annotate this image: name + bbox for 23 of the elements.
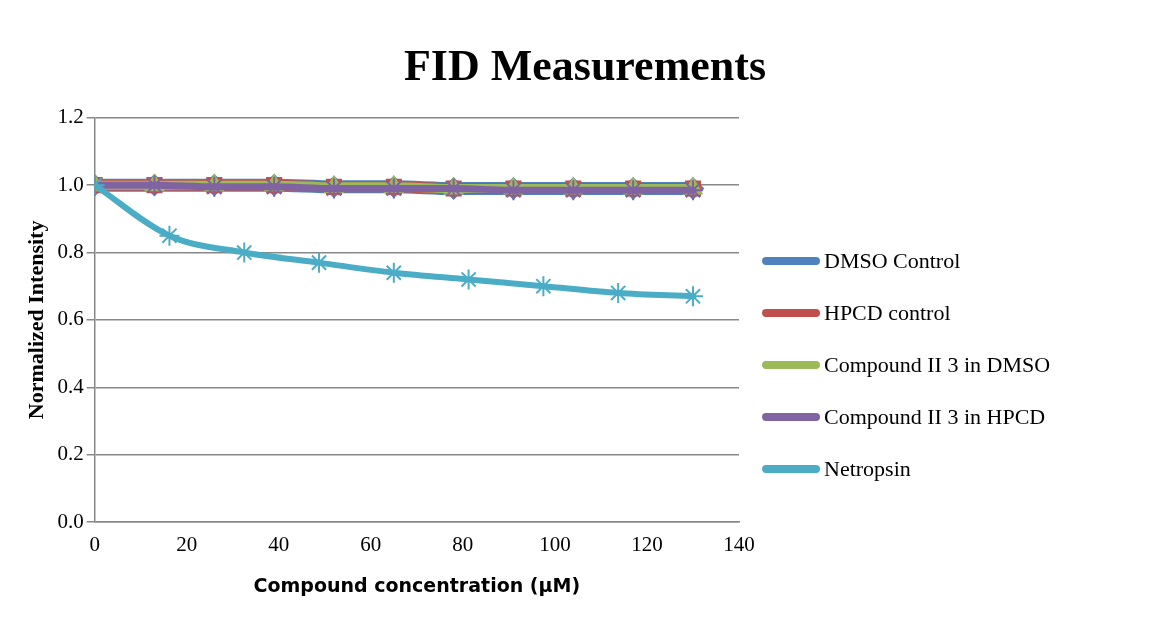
y-tick-label: 0.0 <box>57 508 84 533</box>
x-tick-label: 0 <box>89 532 100 557</box>
x-tick-label: 100 <box>539 532 571 557</box>
y-axis-title: Normalized Intensity <box>22 220 48 420</box>
y-tick-label: 0.2 <box>57 441 84 466</box>
x-axis-title: Compound concentration (μM) <box>253 573 581 596</box>
legend-label: HPCD control <box>824 300 951 326</box>
y-tick-label: 1.2 <box>57 104 84 129</box>
legend-label: Compound II 3 in DMSO <box>824 352 1051 378</box>
x-tick-label: 80 <box>452 532 474 557</box>
y-tick-label: 0.4 <box>57 373 85 398</box>
x-tick-label: 60 <box>360 532 382 557</box>
x-tick-label: 20 <box>176 532 198 557</box>
legend-label: DMSO Control <box>824 248 961 274</box>
legend-label: Compound II 3 in HPCD <box>824 404 1046 430</box>
y-tick-label: 1.0 <box>57 171 84 196</box>
y-tick-label: 0.6 <box>57 306 84 331</box>
chart-title: FID Measurements <box>402 40 768 91</box>
x-tick-label: 40 <box>268 532 290 557</box>
x-tick-label: 120 <box>631 532 663 557</box>
x-tick-label: 140 <box>723 532 755 557</box>
y-tick-label: 0.8 <box>57 239 84 264</box>
legend-label: Netropsin <box>824 456 911 482</box>
